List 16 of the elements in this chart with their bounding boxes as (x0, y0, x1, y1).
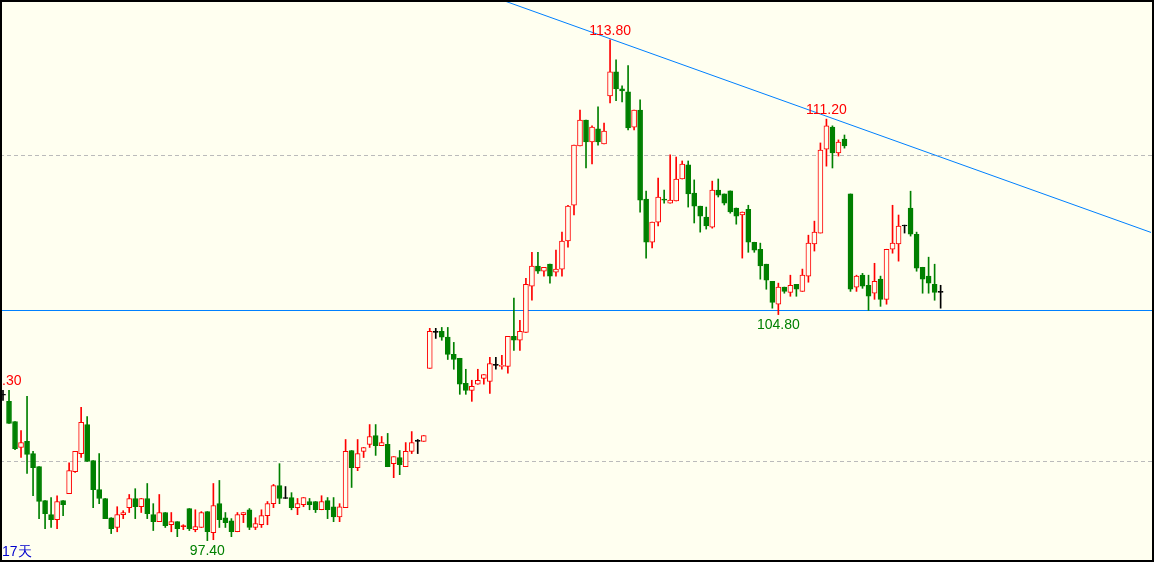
annotation: 97.40 (189, 542, 226, 559)
candlestick (24, 396, 30, 474)
annotation: 111.20 (806, 100, 848, 117)
candlestick (432, 328, 439, 339)
candlestick (96, 453, 102, 504)
candlestick (511, 297, 517, 351)
annotation: 104.80 (756, 316, 800, 333)
candlestick (661, 189, 667, 204)
candlestick (18, 430, 24, 458)
candlestick (493, 357, 499, 370)
annotation: .30 (2, 372, 22, 389)
candlestick (48, 497, 54, 528)
candlestick (468, 379, 475, 402)
annotation: 113.80 (589, 21, 632, 38)
candlestick (168, 512, 175, 533)
annotation: 17天 (2, 542, 32, 559)
